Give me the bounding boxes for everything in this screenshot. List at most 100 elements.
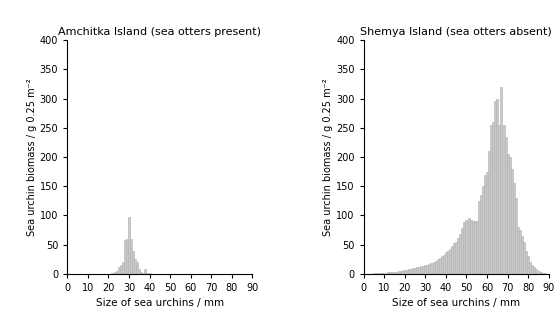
Bar: [148, 273, 151, 274]
Bar: [480, 195, 482, 274]
Bar: [140, 272, 142, 274]
Bar: [443, 255, 445, 274]
Bar: [134, 259, 136, 274]
Bar: [115, 271, 118, 274]
Bar: [424, 265, 426, 274]
Title: Shemya Island (sea otters absent): Shemya Island (sea otters absent): [360, 26, 552, 36]
Title: Amchitka Island (sea otters present): Amchitka Island (sea otters present): [58, 26, 262, 36]
Bar: [461, 228, 463, 274]
Bar: [422, 266, 424, 274]
Bar: [144, 269, 146, 274]
Bar: [529, 262, 531, 274]
Bar: [406, 270, 408, 274]
Bar: [377, 273, 379, 274]
Bar: [122, 262, 124, 274]
Bar: [398, 271, 400, 274]
Bar: [400, 271, 402, 274]
Bar: [527, 257, 529, 274]
Bar: [130, 239, 132, 274]
Bar: [138, 269, 140, 274]
Bar: [126, 239, 128, 274]
Bar: [383, 273, 385, 274]
Bar: [490, 125, 492, 274]
Bar: [120, 265, 122, 274]
Bar: [539, 272, 542, 274]
Bar: [445, 252, 447, 274]
Bar: [404, 270, 406, 274]
Bar: [449, 249, 451, 274]
Bar: [457, 237, 459, 274]
Bar: [542, 273, 544, 274]
Bar: [451, 246, 453, 274]
Bar: [478, 201, 480, 274]
Bar: [441, 257, 443, 274]
Bar: [412, 268, 414, 274]
Bar: [408, 269, 410, 274]
Bar: [470, 220, 472, 274]
Bar: [519, 230, 521, 274]
Bar: [432, 262, 435, 274]
Bar: [428, 264, 431, 274]
Bar: [385, 273, 387, 274]
Bar: [531, 265, 533, 274]
Bar: [459, 234, 461, 274]
Bar: [482, 186, 484, 274]
Bar: [387, 272, 389, 274]
Bar: [389, 272, 391, 274]
Y-axis label: Sea urchin biomass / g 0.25 m⁻²: Sea urchin biomass / g 0.25 m⁻²: [323, 78, 333, 236]
Bar: [488, 151, 490, 274]
Bar: [474, 221, 476, 274]
Bar: [508, 157, 511, 274]
Bar: [375, 273, 377, 274]
Bar: [373, 273, 375, 274]
Bar: [124, 240, 126, 274]
Bar: [431, 263, 432, 274]
X-axis label: Size of sea urchins / mm: Size of sea urchins / mm: [96, 299, 224, 309]
Bar: [118, 267, 120, 274]
Bar: [420, 266, 422, 274]
Bar: [453, 243, 455, 274]
Bar: [414, 268, 416, 274]
Bar: [114, 272, 115, 274]
Bar: [501, 87, 502, 274]
Bar: [142, 273, 144, 274]
Bar: [395, 272, 398, 274]
Bar: [379, 273, 381, 274]
Bar: [544, 273, 545, 274]
Bar: [496, 99, 498, 274]
Bar: [476, 221, 478, 274]
Bar: [394, 272, 395, 274]
Bar: [513, 183, 515, 274]
Bar: [505, 137, 507, 274]
Bar: [381, 273, 383, 274]
Bar: [533, 267, 535, 274]
Bar: [535, 269, 538, 274]
Bar: [402, 270, 404, 274]
Bar: [498, 125, 501, 274]
Bar: [468, 218, 470, 274]
Bar: [463, 222, 465, 274]
Bar: [494, 102, 496, 274]
Bar: [492, 122, 494, 274]
Bar: [438, 258, 441, 274]
Bar: [426, 265, 428, 274]
Y-axis label: Sea urchin biomass / g 0.25 m⁻²: Sea urchin biomass / g 0.25 m⁻²: [27, 78, 37, 236]
Bar: [486, 172, 488, 274]
Bar: [437, 259, 438, 274]
Bar: [111, 273, 114, 274]
Bar: [416, 268, 418, 274]
Bar: [391, 272, 394, 274]
Bar: [128, 216, 130, 274]
Bar: [455, 242, 457, 274]
Bar: [472, 221, 474, 274]
Bar: [538, 271, 539, 274]
Bar: [507, 154, 508, 274]
Bar: [521, 236, 523, 274]
Bar: [465, 220, 468, 274]
Bar: [525, 250, 527, 274]
X-axis label: Size of sea urchins / mm: Size of sea urchins / mm: [392, 299, 520, 309]
Bar: [511, 169, 513, 274]
Bar: [517, 227, 519, 274]
Bar: [410, 269, 412, 274]
Bar: [132, 250, 134, 274]
